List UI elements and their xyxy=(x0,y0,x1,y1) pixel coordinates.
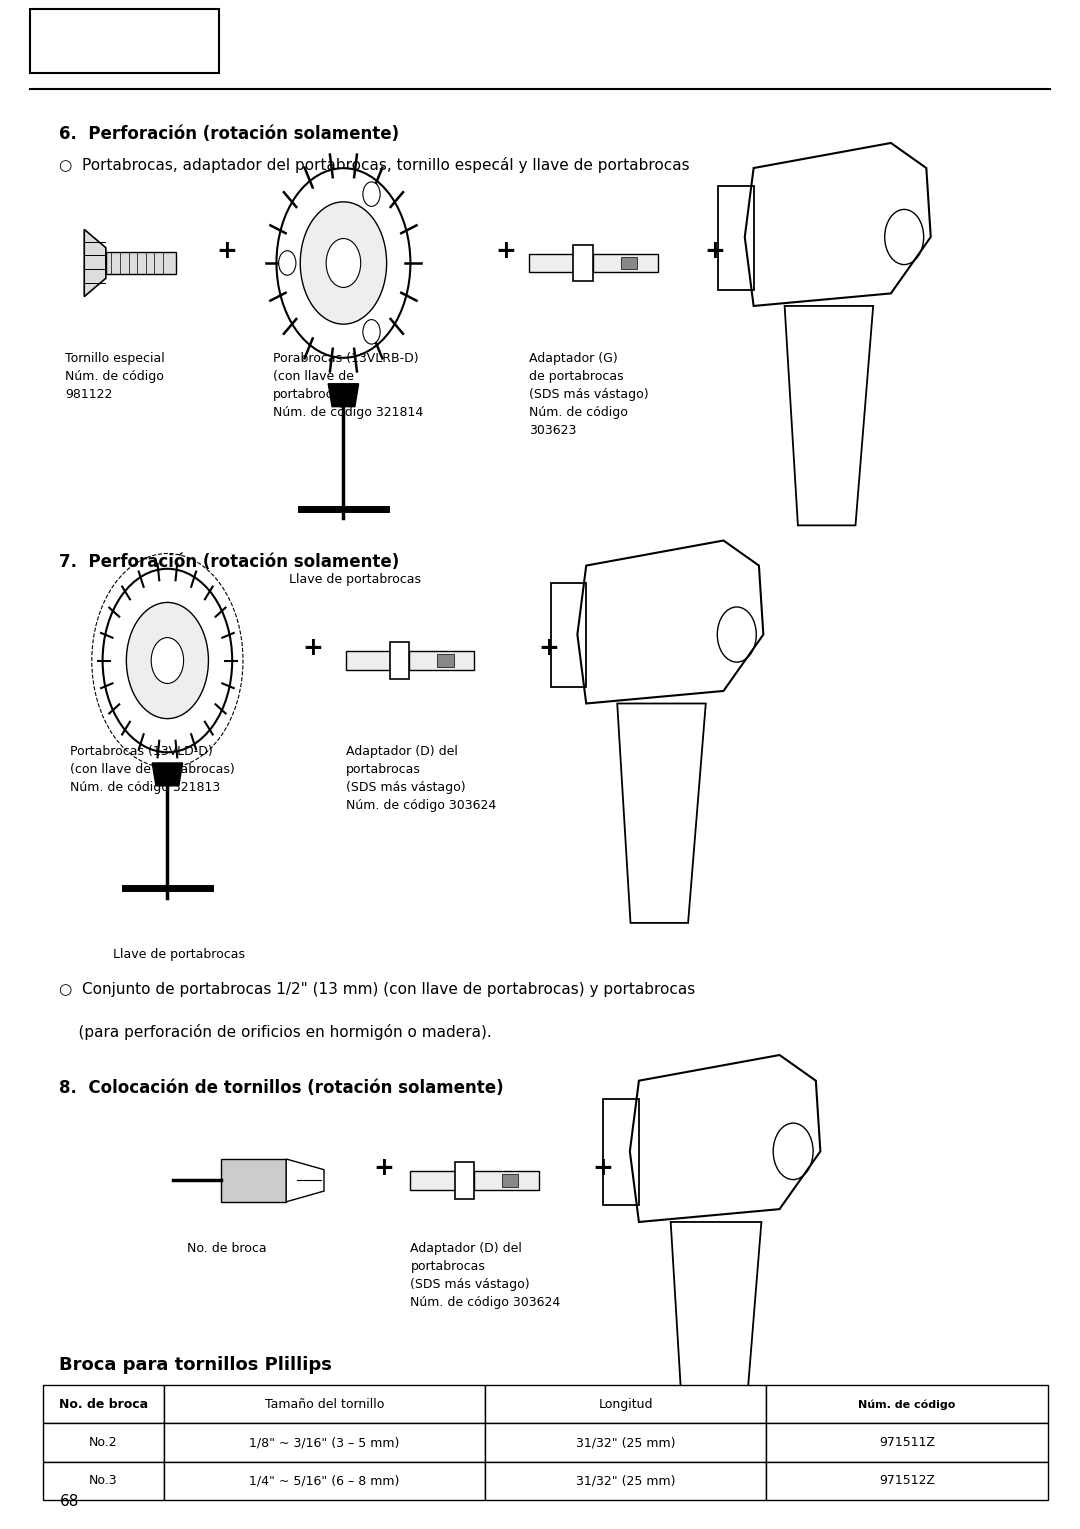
Bar xyxy=(485,1462,767,1500)
Text: 7.  Perforación (rotación solamente): 7. Perforación (rotación solamente) xyxy=(59,553,400,572)
Text: +: + xyxy=(704,239,726,263)
Bar xyxy=(593,254,658,272)
Text: (para perforación de orificios en hormigón o madera).: (para perforación de orificios en hormig… xyxy=(59,1024,492,1040)
Bar xyxy=(43,1423,164,1462)
Bar xyxy=(455,1162,474,1199)
Bar xyxy=(43,1462,164,1500)
Polygon shape xyxy=(84,229,106,297)
Bar xyxy=(621,257,637,269)
Bar xyxy=(474,1171,539,1190)
Text: ○  Conjunto de portabrocas 1/2" (13 mm) (con llave de portabrocas) y portabrocas: ○ Conjunto de portabrocas 1/2" (13 mm) (… xyxy=(59,982,696,997)
Bar xyxy=(529,254,578,272)
Text: +: + xyxy=(538,636,559,661)
Text: Adaptador (D) del
portabrocas
(SDS más vástago)
Núm. de código 303624: Adaptador (D) del portabrocas (SDS más v… xyxy=(410,1242,561,1309)
Text: Adaptador (D) del
portabrocas
(SDS más vástago)
Núm. de código 303624: Adaptador (D) del portabrocas (SDS más v… xyxy=(346,745,496,812)
Polygon shape xyxy=(152,763,183,786)
Bar xyxy=(164,1423,485,1462)
Text: Portabrocas (13VLD-D)
(con llave de portabrocas)
Núm. de código 321813: Portabrocas (13VLD-D) (con llave de port… xyxy=(70,745,235,794)
Bar xyxy=(573,245,593,281)
Circle shape xyxy=(300,202,387,324)
Bar xyxy=(767,1385,1048,1423)
Text: Llave de portabrocas: Llave de portabrocas xyxy=(289,573,421,587)
Text: No.2: No.2 xyxy=(90,1436,118,1449)
Text: No. de broca: No. de broca xyxy=(59,1398,148,1411)
Bar xyxy=(164,1385,485,1423)
Bar xyxy=(551,583,586,687)
Bar xyxy=(603,1099,639,1205)
Polygon shape xyxy=(328,384,359,407)
Bar xyxy=(437,654,454,667)
Text: 1/8" ~ 3/16" (3 – 5 mm): 1/8" ~ 3/16" (3 – 5 mm) xyxy=(249,1436,400,1449)
Circle shape xyxy=(363,182,380,206)
Bar xyxy=(718,185,754,289)
Text: No. de broca: No. de broca xyxy=(187,1242,267,1255)
Text: 1/4" ~ 5/16" (6 – 8 mm): 1/4" ~ 5/16" (6 – 8 mm) xyxy=(249,1474,400,1488)
Circle shape xyxy=(363,320,380,344)
Text: No.3: No.3 xyxy=(90,1474,118,1488)
Text: Español: Español xyxy=(43,31,135,52)
Text: Porabrocas (13VLRB-D)
(con llave de
portabrocas)
Núm. de código 321814: Porabrocas (13VLRB-D) (con llave de port… xyxy=(273,352,423,419)
Bar xyxy=(106,252,176,274)
Bar xyxy=(485,1423,767,1462)
Text: +: + xyxy=(592,1156,613,1180)
Text: Tamaño del tornillo: Tamaño del tornillo xyxy=(265,1398,384,1411)
Text: 31/32" (25 mm): 31/32" (25 mm) xyxy=(576,1474,675,1488)
Text: 971512Z: 971512Z xyxy=(879,1474,935,1488)
Text: Longitud: Longitud xyxy=(598,1398,653,1411)
Text: +: + xyxy=(216,239,238,263)
Circle shape xyxy=(279,251,296,275)
Polygon shape xyxy=(286,1159,324,1202)
Circle shape xyxy=(151,638,184,683)
Text: +: + xyxy=(495,239,516,263)
Text: +: + xyxy=(373,1156,394,1180)
Bar xyxy=(390,642,409,679)
Text: Broca para tornillos Plillips: Broca para tornillos Plillips xyxy=(59,1356,333,1375)
Bar xyxy=(410,1171,459,1190)
Text: 31/32" (25 mm): 31/32" (25 mm) xyxy=(576,1436,675,1449)
Text: ○  Portabrocas, adaptador del portabrocas, tornillo especál y llave de portabroc: ○ Portabrocas, adaptador del portabrocas… xyxy=(59,157,690,173)
Bar xyxy=(164,1462,485,1500)
Bar xyxy=(767,1462,1048,1500)
Text: Tornillo especial
Núm. de código
981122: Tornillo especial Núm. de código 981122 xyxy=(65,352,164,401)
Circle shape xyxy=(276,168,410,358)
Text: 6.  Perforación (rotación solamente): 6. Perforación (rotación solamente) xyxy=(59,125,400,144)
Bar xyxy=(409,651,474,670)
Bar xyxy=(767,1423,1048,1462)
FancyBboxPatch shape xyxy=(30,9,219,73)
Bar xyxy=(221,1159,286,1202)
Text: +: + xyxy=(302,636,324,661)
Text: Adaptador (G)
de portabrocas
(SDS más vástago)
Núm. de código
303623: Adaptador (G) de portabrocas (SDS más vá… xyxy=(529,352,649,437)
Text: Llave de portabrocas: Llave de portabrocas xyxy=(113,948,245,962)
Text: 8.  Colocación de tornillos (rotación solamente): 8. Colocación de tornillos (rotación sol… xyxy=(59,1079,504,1098)
Bar xyxy=(485,1385,767,1423)
Circle shape xyxy=(103,569,232,752)
Bar xyxy=(502,1174,518,1187)
Text: Núm. de código: Núm. de código xyxy=(859,1399,956,1410)
Bar xyxy=(346,651,394,670)
Circle shape xyxy=(126,602,208,719)
Text: 971511Z: 971511Z xyxy=(879,1436,935,1449)
Bar xyxy=(43,1385,164,1423)
Circle shape xyxy=(326,239,361,287)
Text: 68: 68 xyxy=(59,1494,79,1509)
